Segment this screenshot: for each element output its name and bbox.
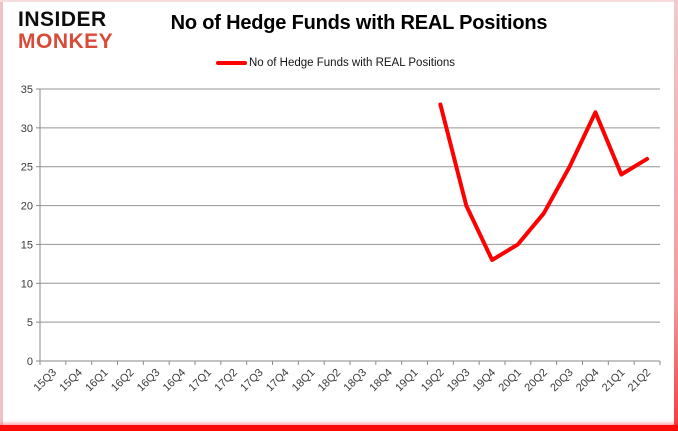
x-axis-tick-label: 19Q1 — [393, 367, 421, 395]
x-axis-labels: 15Q315Q416Q116Q216Q316Q417Q117Q217Q317Q4… — [31, 367, 653, 395]
x-axis-tick-label: 17Q4 — [264, 367, 292, 395]
legend-label: No of Hedge Funds with REAL Positions — [249, 57, 456, 69]
x-axis-tick-label: 21Q2 — [626, 367, 654, 395]
x-axis-tick-label: 17Q2 — [212, 367, 240, 395]
logo-monkey-text: MONKEY — [18, 30, 114, 54]
x-axis-tick-label: 16Q2 — [109, 367, 137, 395]
y-gridlines — [36, 88, 660, 362]
y-axis-tick-label: 5 — [27, 317, 33, 329]
chart-title: No of Hedge Funds with REAL Positions — [170, 12, 548, 34]
x-axis-tick-label: 19Q3 — [445, 367, 473, 395]
x-axis-tick-label: 21Q1 — [600, 367, 628, 395]
y-axis-tick-label: 20 — [21, 201, 33, 213]
x-axis-tick-label: 18Q1 — [290, 367, 318, 395]
x-axis-tick-label: 20Q2 — [522, 367, 550, 395]
x-axis-tick-label: 20Q3 — [548, 367, 576, 395]
y-axis-labels: 0 5 10 15 20 25 30 35 — [21, 84, 33, 368]
x-axis-tick-label: 16Q1 — [83, 367, 111, 395]
x-axis-tick-label: 19Q2 — [419, 367, 447, 395]
legend: No of Hedge Funds with REAL Positions — [216, 57, 455, 69]
x-axis-tick-label: 19Q4 — [471, 367, 499, 395]
x-axis-ticks — [39, 361, 661, 365]
x-axis-tick-label: 20Q1 — [496, 367, 524, 395]
frame-border-bottom — [0, 425, 678, 431]
x-axis-tick-label: 18Q2 — [316, 367, 344, 395]
x-axis-tick-label: 16Q4 — [161, 367, 189, 395]
frame-border-left — [0, 0, 3, 431]
x-axis-tick-label: 15Q4 — [57, 367, 85, 395]
x-axis-tick-label: 18Q4 — [367, 367, 395, 395]
y-axis-tick-label: 25 — [21, 162, 33, 174]
x-axis-tick-label: 17Q3 — [238, 367, 266, 395]
x-axis-tick-label: 20Q4 — [574, 367, 602, 395]
y-axis-tick-label: 30 — [21, 123, 33, 135]
legend-line-marker — [216, 61, 247, 65]
x-axis-tick-label: 15Q3 — [31, 367, 59, 395]
y-axis-tick-label: 0 — [27, 356, 33, 368]
y-axis-tick-label: 15 — [21, 239, 33, 251]
insider-monkey-logo: INSIDER MONKEY — [18, 8, 114, 54]
y-axis-tick-label: 35 — [21, 84, 33, 96]
x-axis-tick-label: 18Q3 — [341, 367, 369, 395]
frame-border-right — [674, 0, 678, 431]
logo-insider-text: INSIDER — [18, 8, 107, 31]
y-axis-tick-label: 10 — [21, 278, 33, 290]
series-line — [438, 102, 650, 262]
x-axis-tick-label: 17Q1 — [186, 367, 214, 395]
frame-border-top — [0, 0, 678, 2]
x-axis-tick-label: 16Q3 — [135, 367, 163, 395]
